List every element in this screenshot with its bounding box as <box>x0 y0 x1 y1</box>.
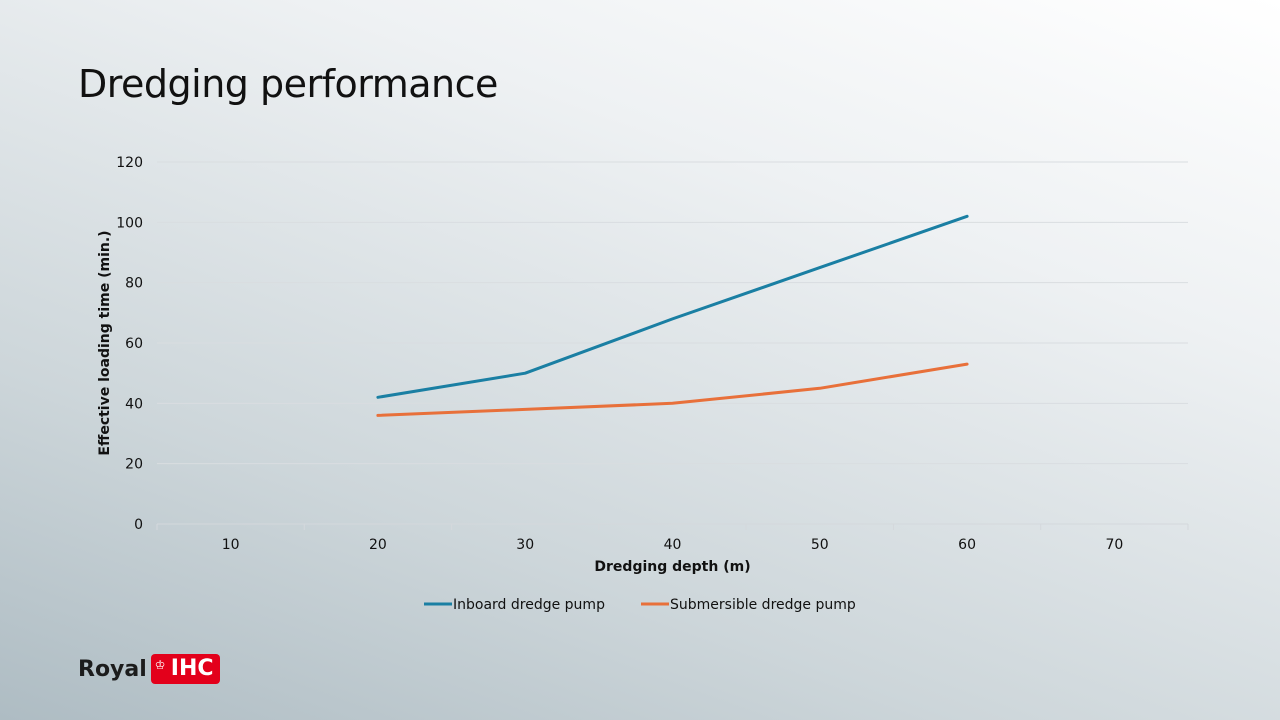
y-axis-title: Effective loading time (min.) <box>97 230 113 455</box>
logo-badge-text: IHC <box>170 656 214 681</box>
grid-layer <box>157 161 1188 465</box>
y-tick-label: 0 <box>134 517 143 533</box>
logo-wordmark: Royal <box>78 656 147 682</box>
x-tick-label: 50 <box>811 537 829 553</box>
y-tick-label: 60 <box>125 336 143 352</box>
x-axis-title: Dredging depth (m) <box>594 559 750 575</box>
series-line <box>376 214 969 399</box>
legend-label: Submersible dredge pump <box>670 597 856 613</box>
x-tick-label: 40 <box>664 537 682 553</box>
x-tick-label: 60 <box>958 537 976 553</box>
series-line <box>376 362 969 417</box>
crown-icon: ♔ <box>154 658 166 672</box>
legend-label: Inboard dredge pump <box>453 597 605 613</box>
royal-ihc-logo: Royal ♔ IHC <box>78 654 220 684</box>
x-tick-label: 30 <box>516 537 534 553</box>
axis-layer <box>156 523 1189 530</box>
series-layer <box>376 214 969 417</box>
x-tick-label: 70 <box>1105 537 1123 553</box>
line-chart: 0 20 40 60 80 100 120 10 20 30 40 50 60 70 Dredging de… <box>97 155 1189 613</box>
logo-badge: ♔ IHC <box>150 654 220 684</box>
legend: Inboard dredge pump Submersible dredge pu… <box>424 597 856 613</box>
y-tick-label: 40 <box>125 396 143 412</box>
x-tick-label: 20 <box>369 537 387 553</box>
y-tick-label: 20 <box>125 457 143 473</box>
slide-title: Dredging performance <box>78 62 498 106</box>
label-layer: 0 20 40 60 80 100 120 10 20 30 40 50 60 70 Dredging de… <box>97 155 1123 575</box>
y-tick-label: 80 <box>125 276 143 292</box>
x-tick-label: 10 <box>222 537 240 553</box>
y-tick-label: 100 <box>116 215 143 231</box>
y-tick-label: 120 <box>116 155 143 171</box>
